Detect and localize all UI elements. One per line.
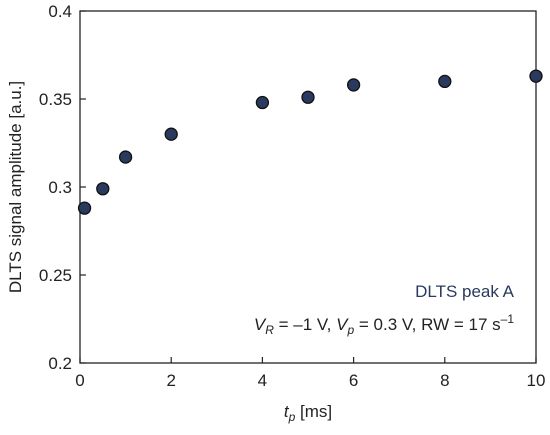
data-point xyxy=(301,90,315,104)
data-point xyxy=(346,78,361,92)
data-point xyxy=(96,182,110,196)
data-points xyxy=(77,69,543,215)
plot-frame xyxy=(79,10,537,364)
data-point xyxy=(77,201,92,215)
data-point xyxy=(164,127,178,141)
data-point xyxy=(118,150,133,164)
y-axis-ticks: 0.2 0.25 0.3 0.35 0.4 xyxy=(39,2,86,373)
y-tick-label: 0.35 xyxy=(39,90,72,109)
data-point xyxy=(255,95,270,110)
x-axis-label: tp [ms] xyxy=(284,402,332,424)
y-tick-label: 0.3 xyxy=(48,178,72,197)
x-tick-label: 8 xyxy=(440,371,449,390)
conditions-annotation: VR = –1 V, Vp = 0.3 V, RW = 17 s–1 xyxy=(254,312,514,337)
x-tick-label: 4 xyxy=(258,371,267,390)
series-annotation: DLTS peak A xyxy=(415,282,515,301)
data-point xyxy=(529,69,543,83)
x-tick-label: 10 xyxy=(527,371,546,390)
y-axis-label: DLTS signal amplitude [a.u.] xyxy=(6,81,25,293)
y-tick-label: 0.25 xyxy=(39,266,72,285)
x-axis-ticks: 0 2 4 6 8 10 xyxy=(75,357,545,390)
x-tick-label: 0 xyxy=(75,371,84,390)
x-tick-label: 6 xyxy=(349,371,358,390)
y-tick-label: 0.2 xyxy=(48,354,72,373)
y-tick-label: 0.4 xyxy=(48,2,72,21)
x-tick-label: 2 xyxy=(166,371,175,390)
data-point xyxy=(438,74,452,89)
